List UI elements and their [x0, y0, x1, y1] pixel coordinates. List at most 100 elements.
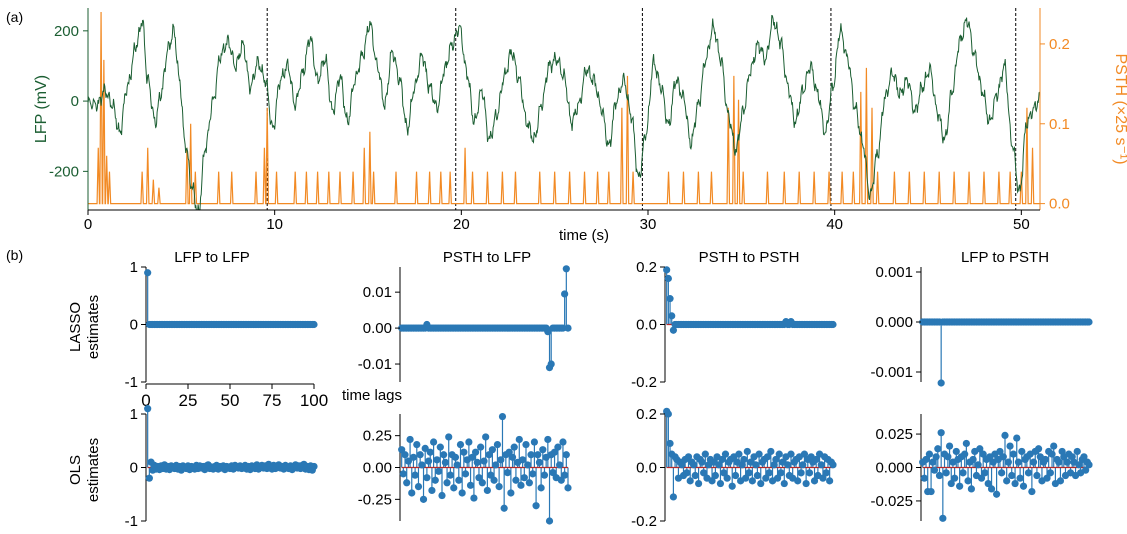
stem-marker: [1011, 479, 1019, 488]
stem-marker: [668, 312, 676, 320]
stem-marker: [773, 474, 782, 482]
stem-marker: [695, 479, 703, 488]
stem-marker: [944, 453, 952, 461]
y-tick-label: -0.001: [870, 364, 913, 381]
stem-marker: [510, 443, 518, 451]
stem-marker: [404, 457, 412, 465]
left-y-tick-label: -200: [49, 163, 79, 180]
stem-marker: [959, 469, 967, 477]
stem-marker: [540, 471, 549, 479]
stem-marker: [144, 405, 152, 413]
stem-marker: [987, 485, 996, 493]
stem-marker: [544, 435, 552, 444]
stem-marker: [529, 470, 537, 478]
stem-marker: [419, 495, 428, 503]
stem-marker: [935, 471, 944, 480]
column-title-psth-to-lfp: PSTH to LFP: [443, 249, 531, 266]
stem-marker: [401, 451, 409, 459]
stem-plot-ols-2: -0.2 0.0 0.2: [631, 406, 837, 530]
stem-marker: [487, 471, 495, 479]
stem-marker: [1046, 469, 1054, 477]
x-axis-label: time lags: [342, 387, 402, 404]
row-label-ols: OLS estimates: [67, 438, 102, 502]
stem-marker: [498, 412, 507, 421]
stem-marker: [721, 450, 730, 458]
stem-marker: [929, 458, 937, 466]
stem-marker: [1016, 474, 1024, 482]
stem-marker: [451, 453, 460, 461]
stem-plot-lasso-3: -0.001 0.000 0.001: [870, 264, 1093, 387]
stem-marker: [446, 471, 454, 479]
stem-marker: [490, 476, 498, 484]
stem-marker: [547, 360, 555, 368]
stem-marker: [686, 477, 694, 485]
stem-marker: [408, 489, 416, 497]
stem-marker: [145, 474, 153, 482]
y-tick-label: -0.2: [631, 513, 657, 529]
stem-marker: [961, 450, 969, 458]
panel-a-lfp-psth-chart: -200 0 200 0.0 0.1 0.2 0 10 20 30 40 50 time (s) LFP …: [33, 8, 1127, 244]
y-tick-label: 0.00: [363, 320, 392, 337]
y-tick-label: 0.0: [636, 317, 657, 334]
left-y-tick-label: 0: [71, 93, 79, 110]
stem-marker: [799, 461, 807, 469]
stem-marker: [310, 320, 318, 329]
stem-marker: [441, 458, 449, 467]
stem-marker: [1004, 458, 1012, 466]
stem-marker: [527, 451, 535, 459]
stem-marker: [483, 486, 491, 495]
y-tick-label: 1: [130, 259, 138, 276]
stem-marker: [517, 481, 525, 489]
stem-marker: [748, 477, 756, 485]
stem-marker: [549, 468, 557, 477]
stem-marker: [414, 483, 423, 491]
stem-plot-lasso-2: -0.2 0.0 0.2: [631, 259, 837, 391]
stem-marker: [475, 474, 483, 482]
stem-marker: [478, 479, 486, 487]
y-tick-label: 0.000: [875, 460, 913, 477]
stem-marker: [564, 324, 572, 332]
stem-marker: [829, 320, 837, 329]
stem-marker: [535, 458, 544, 467]
x-tick-label: 50: [1013, 216, 1030, 233]
stem-marker: [822, 469, 830, 477]
stem-marker: [927, 487, 935, 496]
y-tick-label: -1: [125, 374, 138, 391]
stem-marker: [539, 446, 547, 454]
stem-marker: [534, 451, 542, 459]
stem-marker: [1003, 477, 1011, 485]
stem-marker: [800, 450, 809, 458]
y-tick-label: 0: [130, 317, 138, 334]
stem-marker: [1008, 471, 1016, 480]
stem-marker: [745, 469, 753, 477]
stem-marker: [700, 469, 708, 477]
stem-marker: [937, 379, 945, 387]
stem-marker: [500, 504, 508, 512]
stem-marker: [1080, 453, 1088, 461]
y-tick-label: 0.025: [875, 426, 913, 443]
y-tick-label: -0.01: [358, 356, 392, 373]
stem-marker: [969, 455, 977, 464]
stem-marker: [962, 439, 970, 448]
stem-marker: [520, 474, 528, 482]
x-tick-label: 50: [221, 391, 240, 410]
stem-marker: [1063, 458, 1071, 466]
stem-marker: [967, 485, 976, 493]
stem-marker: [418, 461, 426, 469]
right-y-tick-label: 0.0: [1049, 196, 1070, 213]
stem-marker: [519, 456, 527, 464]
right-y-tick-label: 0.1: [1049, 116, 1070, 133]
stem-marker: [664, 274, 672, 283]
stem-marker: [684, 453, 693, 461]
stem-marker: [144, 269, 152, 277]
y-tick-label: 0.25: [363, 428, 392, 445]
stem-marker: [775, 450, 783, 458]
stem-marker: [981, 469, 989, 477]
right-y-tick-label: 0.2: [1049, 36, 1070, 53]
stem-marker: [683, 469, 691, 477]
stem-marker: [465, 438, 473, 446]
stem-marker: [466, 481, 475, 489]
